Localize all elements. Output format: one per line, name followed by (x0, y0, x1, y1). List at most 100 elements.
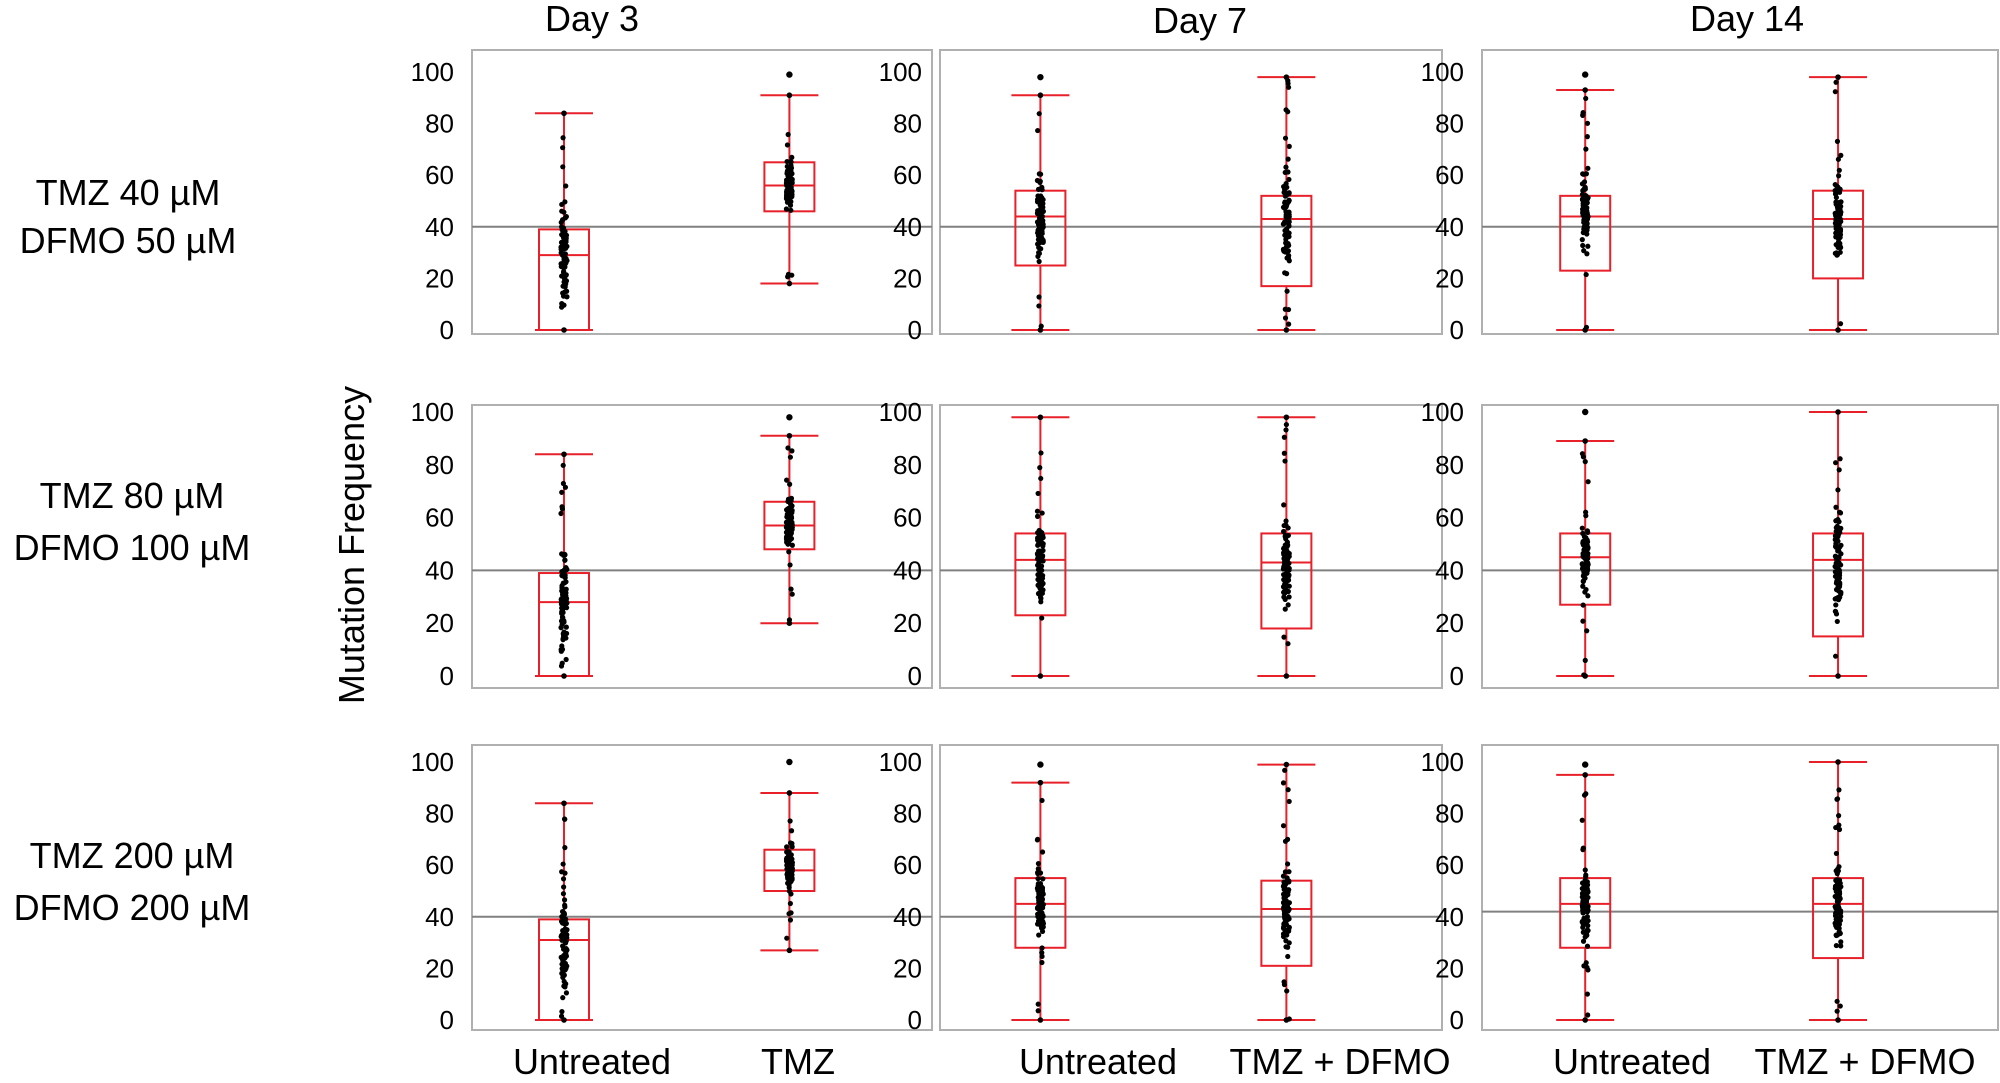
data-point (1836, 467, 1842, 473)
data-point (1285, 944, 1291, 950)
data-point (1283, 74, 1290, 80)
data-point (1837, 1003, 1843, 1009)
data-point (1834, 138, 1841, 144)
data-point (784, 844, 790, 850)
data-point (1835, 759, 1841, 765)
data-point (1580, 198, 1587, 204)
data-point (1283, 414, 1290, 421)
data-point (559, 201, 565, 208)
data-point (559, 643, 565, 649)
data-point (1036, 198, 1042, 204)
category-label: TMZ + DFMO (1230, 1041, 1451, 1082)
data-point (560, 965, 566, 971)
panels: 0 20 40 60 80 100 0 20 40 60 80 100 0 20 40 60 80 100 0 20 4… (411, 49, 1999, 1035)
data-point (1039, 797, 1045, 804)
data-point (563, 593, 569, 599)
data-point (1580, 229, 1586, 236)
data-point (1283, 761, 1290, 768)
data-point (788, 586, 794, 592)
data-point (1584, 217, 1590, 224)
data-point (564, 947, 570, 953)
data-point (1838, 199, 1844, 205)
data-point (560, 462, 566, 468)
data-point (1579, 525, 1585, 531)
data-point (1579, 880, 1586, 886)
data-point (561, 619, 567, 625)
data-point (564, 288, 570, 294)
data-point (563, 259, 569, 265)
data-point (561, 604, 567, 610)
data-point (1281, 564, 1287, 570)
data-point (1286, 887, 1292, 893)
data-point (1834, 578, 1840, 584)
data-point (1039, 615, 1045, 621)
data-point (561, 972, 567, 978)
data-point (1579, 561, 1585, 567)
data-point (1834, 998, 1840, 1004)
data-point (1038, 555, 1045, 561)
data-point (1833, 194, 1839, 201)
data-point (562, 816, 568, 822)
data-point (1281, 634, 1287, 640)
data-point (789, 519, 795, 525)
data-point (1583, 535, 1589, 541)
data-point (789, 503, 795, 509)
row-label-3-line2: DFMO 200 µM (14, 887, 251, 928)
data-point (1581, 891, 1587, 898)
data-point (563, 624, 569, 630)
data-point (1285, 787, 1291, 793)
data-point (559, 504, 565, 510)
data-point (1283, 421, 1289, 428)
data-point (1039, 510, 1045, 516)
data-point (1286, 940, 1292, 946)
data-point (1281, 502, 1287, 508)
data-point (559, 1009, 565, 1015)
data-point (1584, 909, 1590, 915)
data-point (562, 557, 568, 563)
data-point (1282, 927, 1288, 933)
data-point (785, 274, 791, 280)
data-point (560, 552, 567, 558)
data-point (1585, 529, 1591, 536)
data-point (1580, 845, 1586, 851)
data-point (1580, 618, 1586, 624)
y-tick-label: 40 (425, 212, 454, 242)
outlier-point (786, 758, 793, 766)
data-point (787, 536, 793, 543)
y-tick-label: 80 (425, 109, 454, 139)
category-label: Untreated (1019, 1041, 1177, 1082)
data-point (1285, 109, 1291, 115)
data-point (788, 497, 794, 504)
data-point (1285, 80, 1291, 87)
data-point (789, 840, 795, 847)
data-point (1580, 242, 1586, 249)
data-point (784, 169, 791, 175)
data-point (1283, 212, 1289, 218)
y-tick-label: 100 (1421, 57, 1464, 87)
data-point (1283, 522, 1289, 528)
y-tick-label: 80 (1435, 799, 1464, 829)
data-point (1282, 767, 1288, 773)
data-point (1038, 595, 1044, 601)
data-point (1281, 551, 1287, 558)
data-point (1584, 120, 1591, 126)
data-point (1036, 258, 1042, 265)
data-point (1286, 233, 1292, 240)
data-point (1580, 110, 1586, 116)
data-point (561, 451, 567, 458)
data-point (1284, 288, 1290, 294)
data-point (1284, 216, 1291, 222)
data-point (787, 454, 793, 460)
panel-frame (1481, 744, 1999, 1031)
data-point (1835, 74, 1841, 80)
data-point (789, 272, 795, 278)
data-point (1282, 135, 1289, 141)
data-point (1281, 450, 1287, 456)
data-point (783, 507, 790, 513)
data-point (560, 637, 566, 643)
y-axis-label: Mutation Frequency (331, 386, 372, 704)
data-point (1833, 653, 1839, 659)
data-point (1036, 294, 1042, 300)
data-point (1582, 186, 1588, 192)
data-point (1838, 939, 1844, 945)
